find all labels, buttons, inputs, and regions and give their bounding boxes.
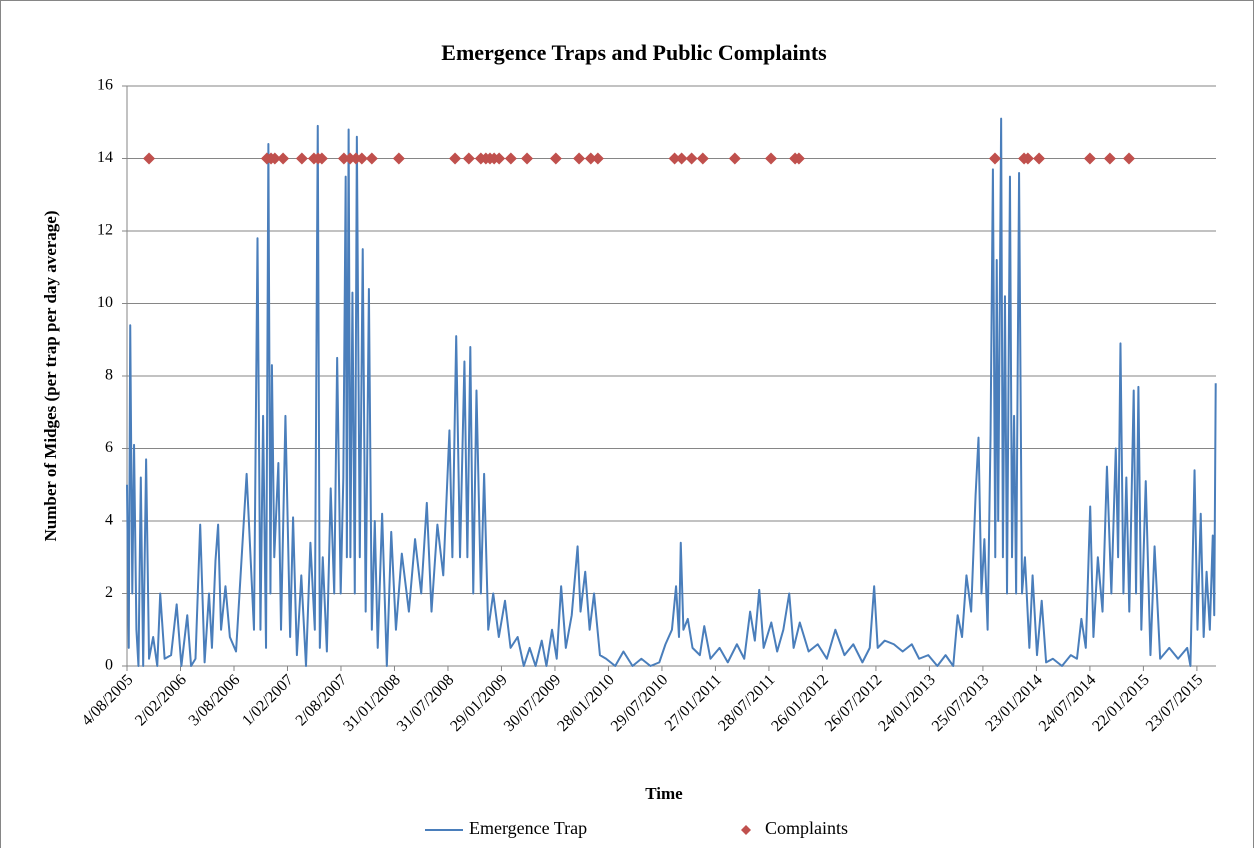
data-point (315, 152, 328, 165)
data-point (1122, 152, 1135, 165)
y-axis-label: Number of Midges (per trap per day avera… (41, 211, 60, 542)
data-point (337, 152, 350, 165)
data-point (675, 152, 688, 165)
data-point (549, 152, 562, 165)
data-point (143, 152, 156, 165)
data-point (668, 152, 681, 165)
data-point (462, 152, 475, 165)
y-tick-label: 0 (105, 657, 113, 674)
data-point (591, 152, 604, 165)
data-point (268, 152, 281, 165)
data-point (365, 152, 378, 165)
data-point (449, 152, 462, 165)
data-point (295, 152, 308, 165)
y-tick-label: 14 (97, 149, 113, 166)
y-tick-label: 6 (105, 439, 113, 456)
data-point (584, 152, 597, 165)
data-point (392, 152, 405, 165)
data-point (1033, 152, 1046, 165)
chart-title: Emergence Traps and Public Complaints (441, 40, 827, 65)
y-tick-label: 12 (97, 222, 113, 239)
y-tick-label: 4 (105, 512, 113, 529)
y-tick-label: 8 (105, 367, 113, 384)
data-point (728, 152, 741, 165)
data-point (277, 152, 290, 165)
legend-label: Emergence Trap (469, 818, 587, 838)
data-point (573, 152, 586, 165)
data-point (1103, 152, 1116, 165)
data-point (685, 152, 698, 165)
y-tick-label: 16 (97, 77, 113, 94)
data-point (504, 152, 517, 165)
data-point (696, 152, 709, 165)
y-tick-label: 2 (105, 584, 113, 601)
data-point (521, 152, 534, 165)
data-point (764, 152, 777, 165)
data-line (126, 117, 1217, 667)
data-point (1083, 152, 1096, 165)
legend-label: Complaints (765, 818, 848, 838)
data-point (792, 152, 805, 165)
data-point (355, 152, 368, 165)
x-axis-label: Time (645, 784, 683, 803)
data-point (493, 152, 506, 165)
data-point (1021, 152, 1034, 165)
data-point (988, 152, 1001, 165)
y-tick-label: 10 (97, 294, 113, 311)
legend-swatch (741, 825, 751, 835)
